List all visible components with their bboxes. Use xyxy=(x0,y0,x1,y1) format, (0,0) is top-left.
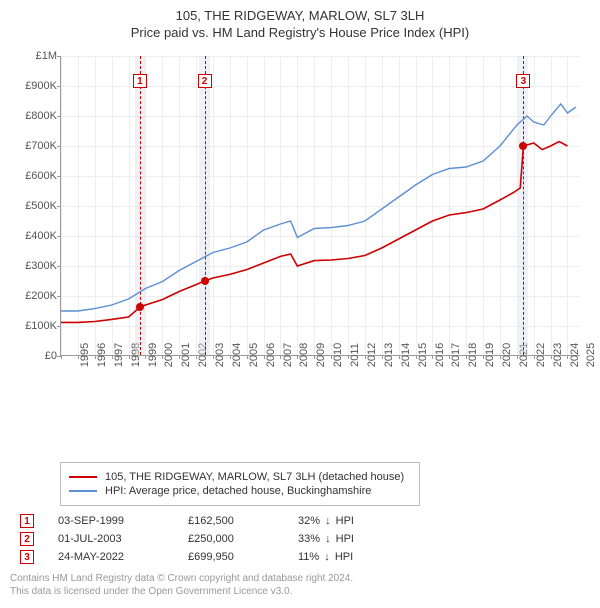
event-row: 2 01-JUL-2003£250,00033% ↓ HPI xyxy=(20,532,580,546)
event-diff: 32% ↓ HPI xyxy=(298,515,580,527)
y-axis-label: £900K xyxy=(25,80,61,92)
legend-item: 105, THE RIDGEWAY, MARLOW, SL7 3LH (deta… xyxy=(69,471,411,483)
event-diff: 11% ↓ HPI xyxy=(298,551,580,563)
event-date: 01-JUL-2003 xyxy=(58,533,188,545)
event-row: 1 03-SEP-1999£162,50032% ↓ HPI xyxy=(20,514,580,528)
y-axis-label: £0 xyxy=(45,350,61,362)
event-date: 24-MAY-2022 xyxy=(58,551,188,563)
footer: Contains HM Land Registry data © Crown c… xyxy=(10,572,590,598)
legend-label: HPI: Average price, detached house, Buck… xyxy=(105,485,371,497)
footer-line-1: Contains HM Land Registry data © Crown c… xyxy=(10,572,590,585)
event-row: 3 24-MAY-2022£699,95011% ↓ HPI xyxy=(20,550,580,564)
title-line-2: Price paid vs. HM Land Registry's House … xyxy=(10,25,590,42)
event-date: 03-SEP-1999 xyxy=(58,515,188,527)
chart-title-block: 105, THE RIDGEWAY, MARLOW, SL7 3LH Price… xyxy=(10,8,590,42)
legend-swatch xyxy=(69,476,97,478)
sale-point-dot xyxy=(201,277,209,285)
sale-point-dot xyxy=(519,142,527,150)
legend-swatch xyxy=(69,490,97,492)
y-axis-label: £300K xyxy=(25,260,61,272)
event-table: 1 03-SEP-1999£162,50032% ↓ HPI 2 01-JUL-200… xyxy=(20,514,580,564)
event-price: £250,000 xyxy=(188,533,298,545)
legend-item: HPI: Average price, detached house, Buck… xyxy=(69,485,411,497)
title-line-1: 105, THE RIDGEWAY, MARLOW, SL7 3LH xyxy=(10,8,590,25)
sale-point-dot xyxy=(136,303,144,311)
plot-area: £0£100K£200K£300K£400K£500K£600K£700K£80… xyxy=(60,56,580,356)
event-number-box: 1 xyxy=(20,514,34,528)
y-axis-label: £700K xyxy=(25,140,61,152)
chart: £0 £100K £200K £300K £400K £500K £600K £700K £80… xyxy=(10,48,590,418)
event-number-box: 3 xyxy=(20,550,34,564)
y-axis-label: £200K xyxy=(25,290,61,302)
y-axis-label: £1M xyxy=(36,50,61,62)
event-diff: 33% ↓ HPI xyxy=(298,533,580,545)
y-axis-label: £800K xyxy=(25,110,61,122)
y-axis-label: £600K xyxy=(25,170,61,182)
y-axis-label: £500K xyxy=(25,200,61,212)
y-axis-label: £400K xyxy=(25,230,61,242)
series-price_paid xyxy=(61,141,567,322)
legend-label: 105, THE RIDGEWAY, MARLOW, SL7 3LH (deta… xyxy=(105,471,404,483)
event-number-box: 2 xyxy=(20,532,34,546)
event-price: £699,950 xyxy=(188,551,298,563)
series-hpi xyxy=(61,104,576,311)
legend: 105, THE RIDGEWAY, MARLOW, SL7 3LH (deta… xyxy=(60,462,420,506)
event-price: £162,500 xyxy=(188,515,298,527)
footer-line-2: This data is licensed under the Open Gov… xyxy=(10,585,590,598)
y-axis-label: £100K xyxy=(25,320,61,332)
